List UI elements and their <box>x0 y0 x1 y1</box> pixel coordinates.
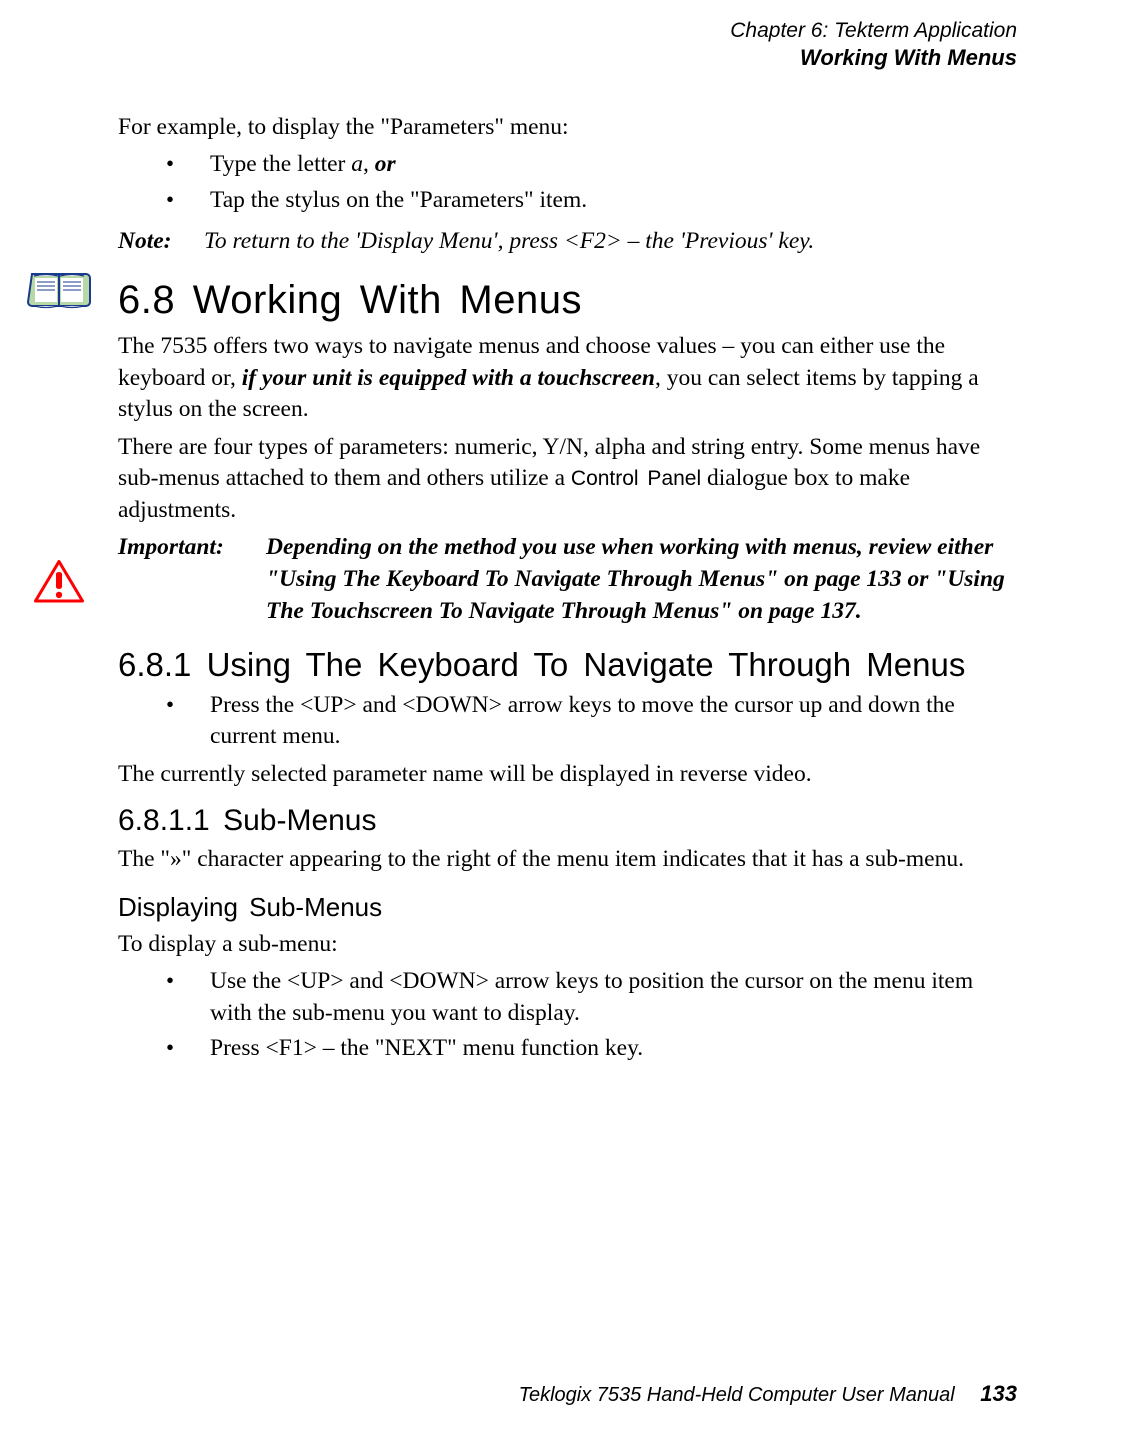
list-item: Press the <UP> and <DOWN> arrow keys to … <box>166 690 1017 753</box>
header-chapter: Chapter 6: Tekterm Application <box>118 18 1017 44</box>
intro-bullet-list: Type the letter a, or Tap the stylus on … <box>118 149 1017 216</box>
paragraph: The currently selected parameter name wi… <box>118 759 1017 790</box>
heading-displaying-submenus: Displaying Sub-Menus <box>118 892 1017 923</box>
important-block: Important: Depending on the method you u… <box>118 532 1017 628</box>
text: Press the <UP> and <DOWN> arrow keys to … <box>210 692 955 749</box>
text: Press <F1> – the "NEXT" menu function ke… <box>210 1035 643 1061</box>
note-text: To return to the 'Display Menu', press <… <box>204 226 1017 258</box>
note-block: Note: To return to the 'Display Menu', p… <box>118 226 1017 258</box>
submenu-bullet-list: Use the <UP> and <DOWN> arrow keys to po… <box>118 966 1017 1064</box>
text: Type the letter <box>210 151 351 177</box>
paragraph: The "»" character appearing to the right… <box>118 844 1017 875</box>
text-bold-italic: if your unit is equipped with a touchscr… <box>242 365 655 391</box>
text: Use the <UP> and <DOWN> arrow keys to po… <box>210 968 973 1025</box>
heading-6-8: 6.8 Working With Menus <box>118 278 1017 323</box>
footer-page-number: 133 <box>980 1381 1017 1406</box>
heading-6-8-1-1: 6.8.1.1 Sub-Menus <box>118 804 1017 838</box>
bullet-list: Press the <UP> and <DOWN> arrow keys to … <box>118 690 1017 753</box>
warning-icon <box>24 560 94 609</box>
paragraph: To display a sub-menu: <box>118 929 1017 960</box>
text: Tap the stylus on the "Parameters" item. <box>210 187 587 213</box>
list-item: Type the letter a, or <box>166 149 1017 180</box>
list-item: Tap the stylus on the "Parameters" item. <box>166 185 1017 216</box>
header-section: Working With Menus <box>118 44 1017 72</box>
text-bold-italic: or <box>375 151 396 177</box>
list-item: Press <F1> – the "NEXT" menu function ke… <box>166 1033 1017 1064</box>
paragraph: The 7535 offers two ways to navigate men… <box>118 331 1017 425</box>
page-footer: Teklogix 7535 Hand-Held Computer User Ma… <box>0 1381 1017 1407</box>
important-label: Important: <box>118 532 266 564</box>
paragraph: There are four types of parameters: nume… <box>118 432 1017 526</box>
page: Chapter 6: Tekterm Application Working W… <box>0 0 1125 1451</box>
list-item: Use the <UP> and <DOWN> arrow keys to po… <box>166 966 1017 1029</box>
text-condensed: Control Panel <box>571 467 701 490</box>
note-label: Note: <box>118 226 204 258</box>
running-header: Chapter 6: Tekterm Application Working W… <box>118 18 1017 72</box>
text: , <box>363 151 375 177</box>
text-italic: a <box>351 151 363 177</box>
intro-paragraph: For example, to display the "Parameters"… <box>118 112 1017 143</box>
note-icon <box>24 268 94 317</box>
important-text: Depending on the method you use when wor… <box>266 532 1017 628</box>
heading-6-8-1: 6.8.1 Using The Keyboard To Navigate Thr… <box>118 646 1017 684</box>
footer-manual-title: Teklogix 7535 Hand-Held Computer User Ma… <box>519 1384 955 1406</box>
